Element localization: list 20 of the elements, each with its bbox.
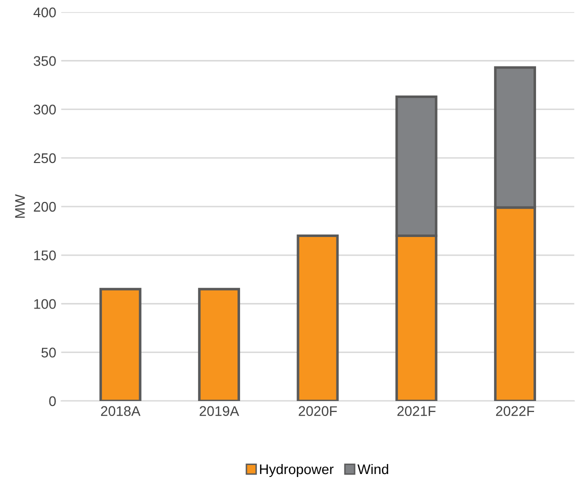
y-axis-title: MW	[15, 194, 25, 218]
legend-label: Wind	[357, 464, 388, 474]
y-tick-label: 250	[34, 153, 56, 164]
x-tick-label: 2019A	[200, 406, 240, 416]
y-tick-label: 0	[49, 396, 56, 406]
bar	[198, 288, 240, 401]
y-tick-label: 300	[34, 104, 56, 115]
legend-label: Hydropower	[260, 464, 334, 477]
y-tick-label: 350	[34, 56, 56, 66]
y-tick-label: 50	[41, 348, 56, 358]
bar	[99, 288, 142, 401]
y-tick-label: 400	[34, 7, 56, 18]
y-tick-label: 100	[34, 299, 56, 309]
y-tick-label: 200	[34, 202, 56, 212]
x-tick-label: 2022F	[496, 406, 534, 416]
x-tick-label: 2018A	[101, 406, 140, 416]
x-tick-label: 2021F	[397, 406, 436, 416]
bar	[296, 234, 339, 401]
y-tick-label: 150	[34, 250, 56, 260]
x-tick-label: 2020F	[298, 406, 337, 416]
